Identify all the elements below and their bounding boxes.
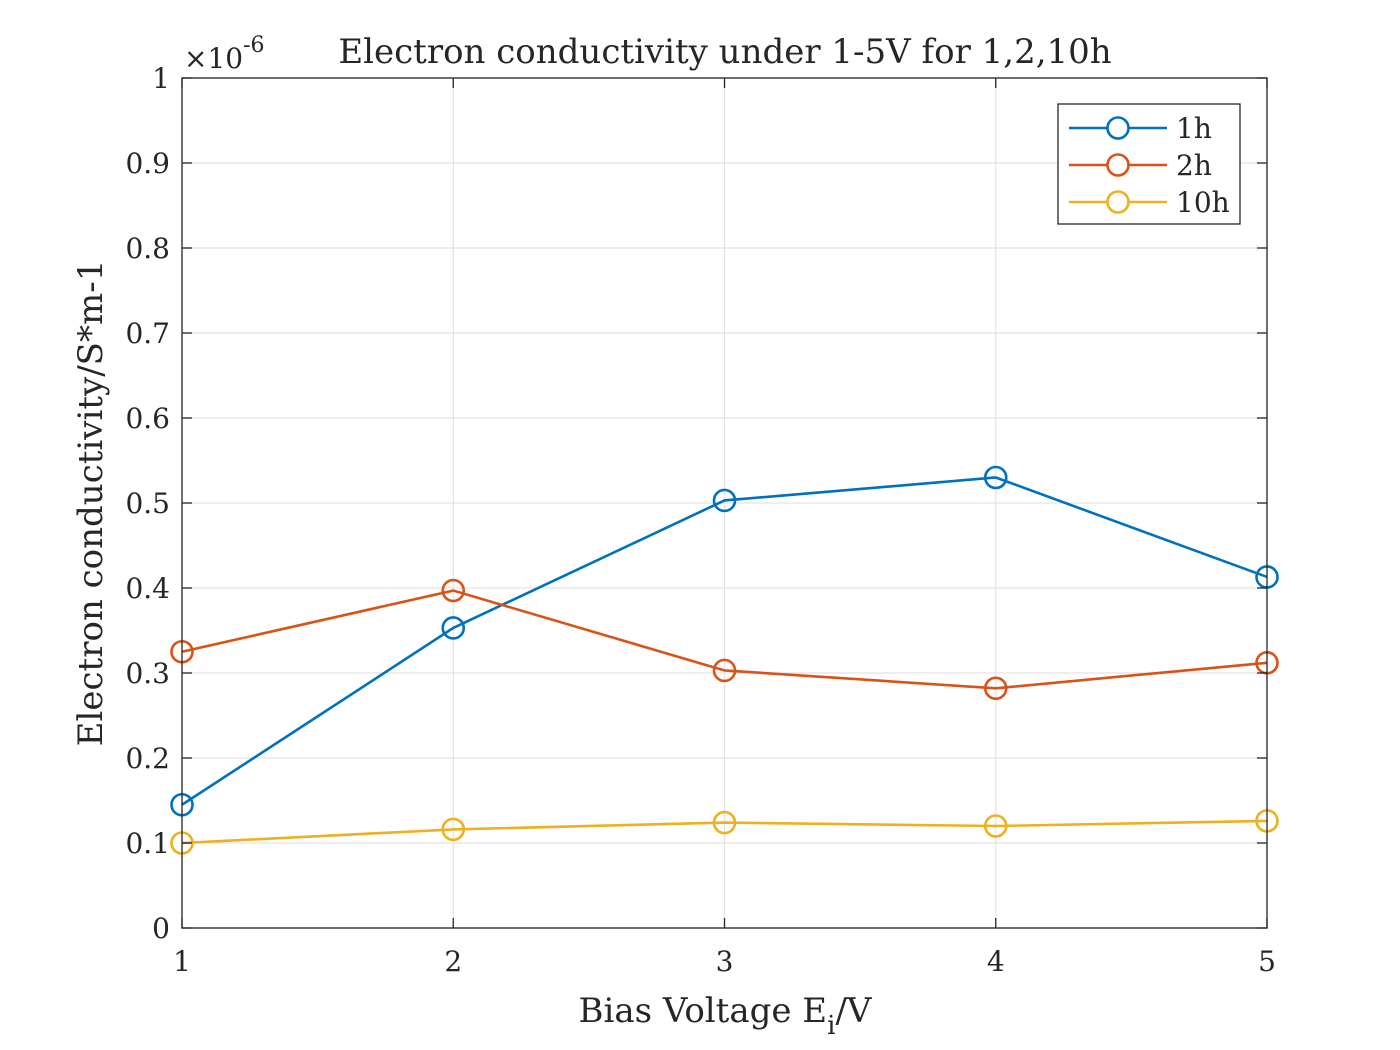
data-point — [983, 465, 1008, 490]
legend-swatch-marker — [1106, 116, 1130, 140]
y-tick-label: 0.8 — [125, 232, 170, 265]
x-tick-label: 3 — [716, 945, 734, 978]
series-line — [181, 819, 1268, 845]
legend-label: 1h — [1176, 112, 1212, 145]
y-tick-label: 0.4 — [125, 572, 170, 605]
legend-entry: 2h — [1069, 149, 1212, 182]
x-axis-label-subscript: i — [827, 1011, 835, 1041]
legend-swatch-marker — [1106, 190, 1130, 214]
y-tick-label: 0.2 — [125, 742, 170, 775]
y-tick-label: 0.1 — [125, 827, 170, 860]
x-axis-label-main: Bias Voltage E — [579, 991, 828, 1031]
data-point — [441, 578, 466, 603]
data-point — [983, 814, 1008, 838]
data-point — [983, 676, 1008, 701]
data-point — [441, 616, 466, 640]
data-point — [441, 817, 466, 842]
series-line — [181, 476, 1268, 806]
data-point — [712, 658, 737, 683]
legend-label: 10h — [1176, 186, 1230, 219]
y-exponent-power: -6 — [243, 33, 264, 58]
y-exponent-base: ×10 — [184, 42, 243, 75]
grid — [181, 77, 1268, 929]
ticks: 1 2 3 4 5 0 0.1 0.2 0.3 0.4 0.5 0.6 0.7 0.8 0.9 1 — [125, 62, 1275, 978]
legend-entry: 1h — [1069, 112, 1212, 145]
series-line — [181, 589, 1268, 690]
x-tick-label: 5 — [1258, 945, 1276, 978]
legend-swatch-marker — [1106, 153, 1130, 177]
data-point — [712, 810, 737, 835]
legend-entry: 10h — [1069, 186, 1230, 219]
y-tick-label: 0.9 — [125, 147, 170, 180]
y-tick-label: 1 — [152, 62, 170, 95]
x-axis-label-suffix: /V — [835, 991, 872, 1031]
series-group — [170, 465, 1279, 855]
x-tick-label: 1 — [173, 945, 191, 978]
y-tick-label: 0 — [152, 912, 170, 945]
x-tick-label: 4 — [987, 945, 1005, 978]
legend-label: 2h — [1176, 149, 1212, 182]
data-point — [712, 488, 737, 513]
y-tick-label: 0.7 — [125, 317, 170, 350]
y-tick-label: 0.3 — [125, 657, 170, 690]
legend: 1h 2h 10h — [1057, 103, 1241, 225]
x-axis-label: Bias Voltage Ei/V — [579, 991, 873, 1041]
y-tick-label: 0.5 — [125, 487, 170, 520]
y-axis-label: Electron conductivity/S*m-1 — [71, 260, 111, 747]
y-exponent-label: ×10-6 — [184, 33, 265, 75]
x-tick-label: 2 — [444, 945, 462, 978]
chart-title: Electron conductivity under 1-5V for 1,2… — [338, 32, 1111, 72]
y-tick-label: 0.6 — [125, 402, 170, 435]
